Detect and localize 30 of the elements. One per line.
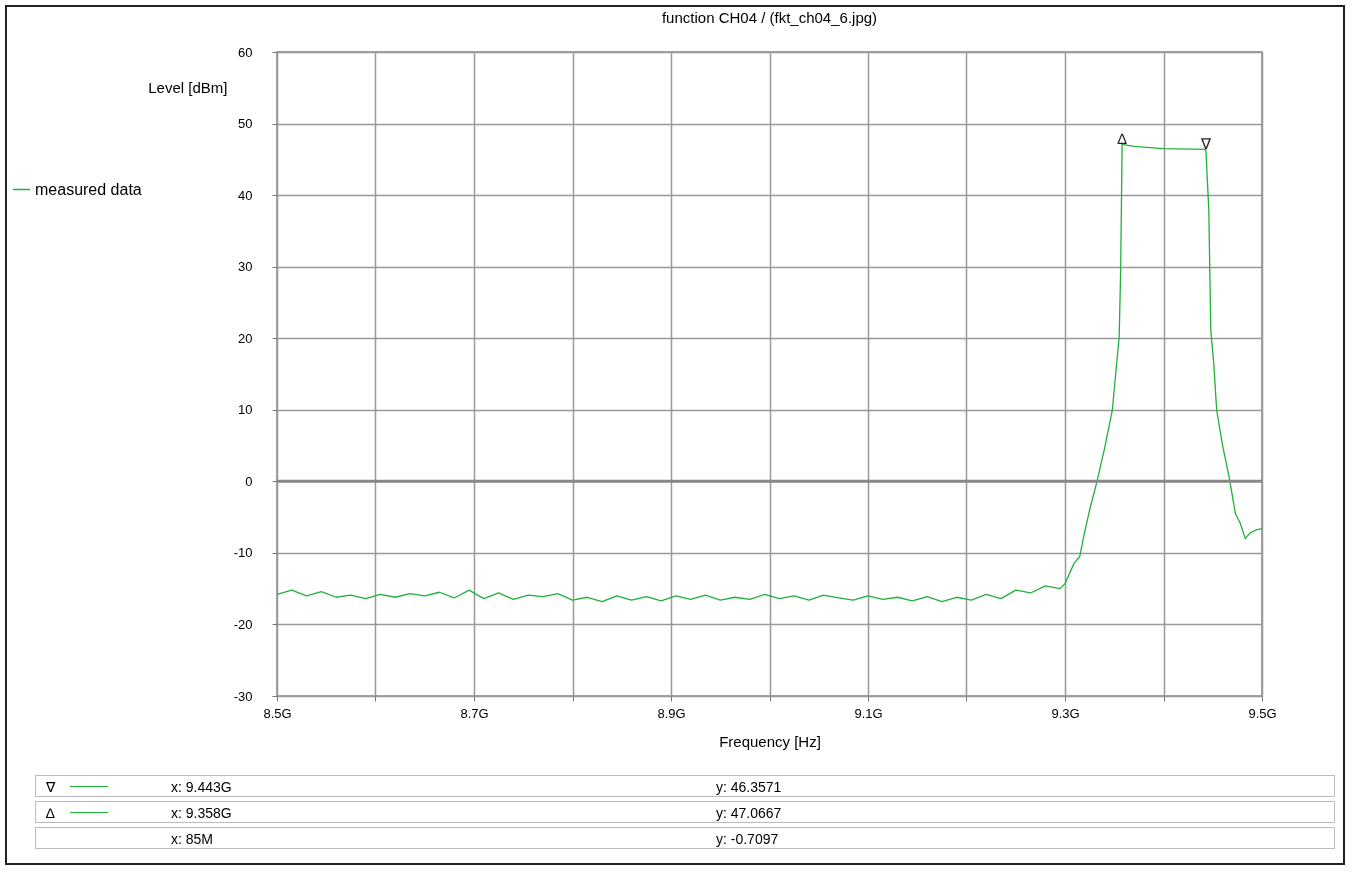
legend-label: measured data [35, 180, 142, 198]
y-tick-label: 30 [238, 259, 253, 275]
y-tick-label: 20 [238, 330, 253, 346]
y-tick-label: 60 [238, 44, 253, 60]
y-tick-label: -10 [233, 545, 253, 561]
annotation: ∆ [1117, 129, 1128, 147]
y-tick-label: -20 [233, 616, 253, 632]
y-tick-label: 0 [245, 473, 253, 489]
text: y: 46.3571 [716, 779, 782, 795]
y-tick-label: 10 [238, 402, 253, 418]
y-tick-label: -30 [233, 688, 253, 704]
x-axis-title: Frequency [Hz] [719, 732, 821, 750]
text: y: -0.7097 [716, 831, 779, 847]
annotation: ∇ [1199, 134, 1212, 152]
y-tick-label: 50 [238, 116, 253, 132]
x-tick-label: 9.3G [1051, 705, 1080, 721]
text: y: 47.0667 [716, 805, 782, 821]
x-tick-label: 8.5G [263, 705, 292, 721]
x-tick-label: 8.7G [460, 705, 489, 721]
text: x: 9.358G [171, 805, 232, 821]
x-tick-label: 8.9G [657, 705, 686, 721]
text: ∆ [46, 805, 55, 821]
x-tick-label: 9.5G [1248, 705, 1277, 721]
text: ∇ [46, 779, 55, 795]
chart-title: function CH04 / (fkt_ch04_6.jpg) [661, 9, 878, 26]
y-tick-label: 40 [238, 187, 253, 203]
y-axis-title: Level [dBm] [148, 78, 228, 96]
text: x: 85M [171, 831, 214, 847]
x-tick-label: 9.1G [854, 705, 883, 721]
text: x: 9.443G [171, 779, 232, 795]
